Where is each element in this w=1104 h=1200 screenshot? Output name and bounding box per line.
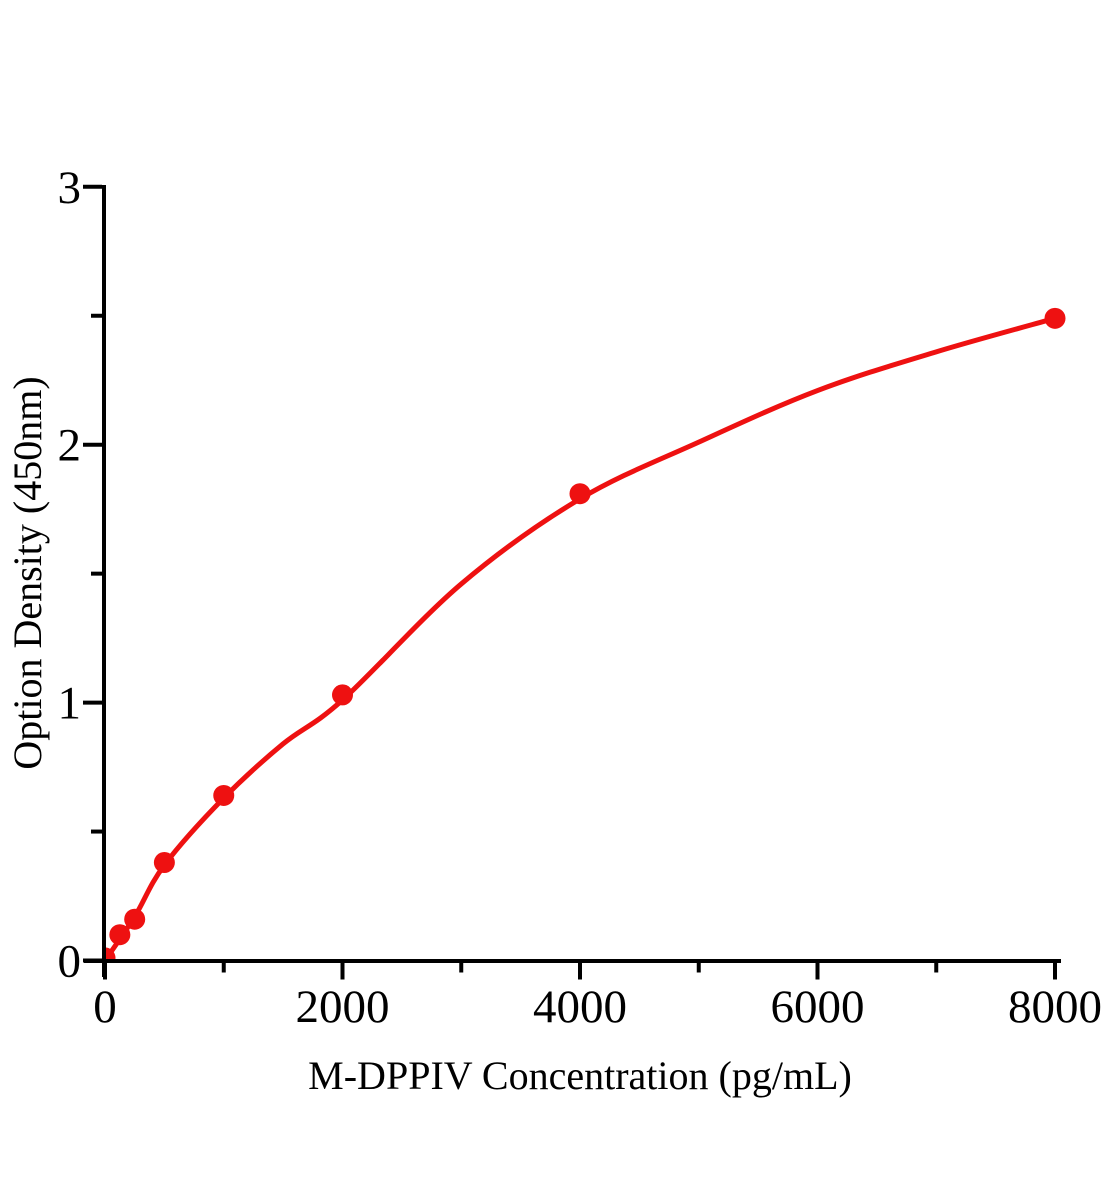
x-tick-label: 2000: [296, 981, 390, 1033]
x-tick-label: 8000: [1008, 981, 1102, 1033]
data-point: [153, 851, 175, 873]
x-axis-title: M-DPPIV Concentration (pg/mL): [308, 1053, 852, 1098]
y-tick-label: 2: [58, 420, 82, 472]
y-axis-title: Option Density (450nm): [5, 376, 50, 769]
data-point: [569, 483, 591, 505]
data-point: [213, 784, 235, 806]
x-tick-label: 4000: [533, 981, 627, 1033]
data-point: [106, 947, 116, 960]
y-tick-label: 0: [58, 936, 82, 988]
data-point: [124, 908, 146, 930]
data-point: [1044, 307, 1066, 329]
y-tick-label: 3: [58, 162, 82, 214]
axes-layer: [83, 184, 1061, 980]
y-tick-label: 1: [58, 678, 82, 730]
tick-label-layer: 0 2000 4000 6000 8000 0 1 2 3: [58, 162, 1103, 1033]
x-tick-label: 0: [93, 981, 117, 1033]
fit-curve: [106, 315, 1058, 960]
plot-series-layer: [106, 307, 1066, 960]
x-tick-label: 6000: [771, 981, 865, 1033]
data-point: [109, 924, 131, 946]
data-point: [332, 684, 353, 706]
